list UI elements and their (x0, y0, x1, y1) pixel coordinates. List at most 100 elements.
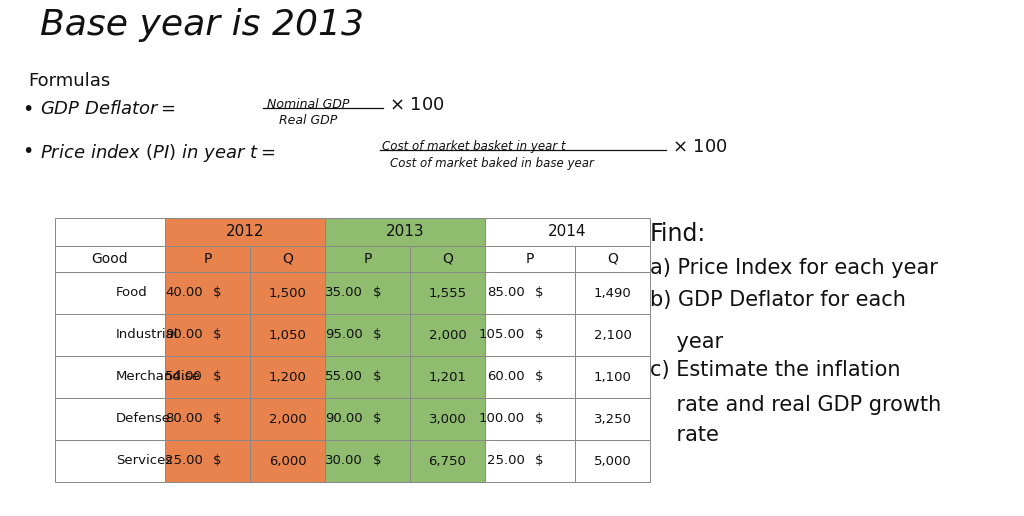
Text: $: $ (213, 329, 221, 342)
Text: Formulas: Formulas (28, 72, 111, 90)
Bar (55, 356, 165, 398)
Text: $: $ (373, 455, 381, 467)
Text: P: P (204, 252, 212, 266)
Text: 80.00: 80.00 (165, 412, 203, 426)
Text: 2,000: 2,000 (429, 329, 466, 342)
Bar (165, 218, 325, 246)
Bar (485, 398, 575, 440)
Text: $\mathit{Price\ index\ (PI)\ in\ year\ t} =$: $\mathit{Price\ index\ (PI)\ in\ year\ t… (40, 142, 275, 164)
Text: $\times\ 100$: $\times\ 100$ (389, 96, 444, 114)
Text: 40.00: 40.00 (165, 286, 203, 299)
Bar (165, 356, 250, 398)
Text: 90.00: 90.00 (165, 329, 203, 342)
Bar (325, 356, 410, 398)
Text: c) Estimate the inflation: c) Estimate the inflation (650, 360, 900, 380)
Bar (575, 398, 650, 440)
Bar (410, 246, 485, 272)
Bar (410, 440, 485, 482)
Bar (575, 440, 650, 482)
Bar (485, 272, 575, 314)
Bar (485, 246, 575, 272)
Text: •: • (22, 100, 34, 119)
Bar (55, 398, 165, 440)
Text: $: $ (535, 329, 544, 342)
Bar (485, 440, 575, 482)
Text: Find:: Find: (650, 222, 707, 246)
Text: 55.00: 55.00 (325, 370, 362, 383)
Bar (55, 440, 165, 482)
Text: $: $ (535, 286, 544, 299)
Text: P: P (364, 252, 372, 266)
Text: Defense: Defense (116, 412, 171, 426)
Bar (165, 272, 250, 314)
Text: 2014: 2014 (548, 224, 587, 239)
Text: $: $ (373, 329, 381, 342)
Text: $\mathit{GDP\ Deflator} =$: $\mathit{GDP\ Deflator} =$ (40, 100, 176, 118)
Bar (250, 356, 325, 398)
Text: $: $ (373, 412, 381, 426)
Bar (165, 246, 250, 272)
Text: 60.00: 60.00 (487, 370, 525, 383)
Bar (55, 218, 165, 246)
Text: Q: Q (282, 252, 293, 266)
Text: b) GDP Deflator for each: b) GDP Deflator for each (650, 290, 906, 310)
Text: Merchandise: Merchandise (116, 370, 201, 383)
Bar (485, 218, 650, 246)
Bar (410, 398, 485, 440)
Text: Q: Q (442, 252, 453, 266)
Text: $\times\ 100$: $\times\ 100$ (672, 138, 728, 156)
Text: $: $ (373, 370, 381, 383)
Text: $: $ (535, 370, 544, 383)
Text: 1,555: 1,555 (428, 286, 467, 299)
Text: 3,000: 3,000 (429, 412, 466, 426)
Text: rate and real GDP growth: rate and real GDP growth (650, 395, 941, 415)
Text: Services: Services (116, 455, 172, 467)
Text: 2013: 2013 (386, 224, 424, 239)
Text: $: $ (535, 412, 544, 426)
Text: 6,750: 6,750 (429, 455, 467, 467)
Text: 90.00: 90.00 (325, 412, 362, 426)
Text: 1,050: 1,050 (268, 329, 306, 342)
Bar (165, 440, 250, 482)
Text: $: $ (213, 455, 221, 467)
Bar (55, 246, 165, 272)
Text: 85.00: 85.00 (487, 286, 525, 299)
Text: 3,250: 3,250 (594, 412, 632, 426)
Text: 1,100: 1,100 (594, 370, 632, 383)
Bar (575, 272, 650, 314)
Text: 54.00: 54.00 (165, 370, 203, 383)
Text: 2012: 2012 (225, 224, 264, 239)
Bar (250, 398, 325, 440)
Bar (325, 440, 410, 482)
Text: Nominal GDP: Nominal GDP (267, 98, 349, 111)
Text: 25.00: 25.00 (165, 455, 203, 467)
Text: 1,500: 1,500 (268, 286, 306, 299)
Text: $: $ (213, 286, 221, 299)
Bar (165, 398, 250, 440)
Text: 1,201: 1,201 (428, 370, 467, 383)
Text: Industrial: Industrial (116, 329, 178, 342)
Text: P: P (525, 252, 535, 266)
Text: 35.00: 35.00 (325, 286, 362, 299)
Text: $: $ (213, 370, 221, 383)
Text: Base year is 2013: Base year is 2013 (40, 8, 364, 42)
Text: 105.00: 105.00 (479, 329, 525, 342)
Text: year: year (650, 332, 723, 352)
Text: rate: rate (650, 425, 719, 445)
Text: Cost of market baked in base year: Cost of market baked in base year (390, 157, 594, 170)
Bar (55, 272, 165, 314)
Bar (165, 314, 250, 356)
Bar (250, 314, 325, 356)
Text: $: $ (213, 412, 221, 426)
Bar (250, 246, 325, 272)
Text: 95.00: 95.00 (325, 329, 362, 342)
Text: 6,000: 6,000 (268, 455, 306, 467)
Bar (485, 314, 575, 356)
Text: Q: Q (607, 252, 617, 266)
Bar (55, 314, 165, 356)
Text: $: $ (373, 286, 381, 299)
Bar (325, 314, 410, 356)
Bar (325, 272, 410, 314)
Bar (325, 218, 485, 246)
Bar (250, 440, 325, 482)
